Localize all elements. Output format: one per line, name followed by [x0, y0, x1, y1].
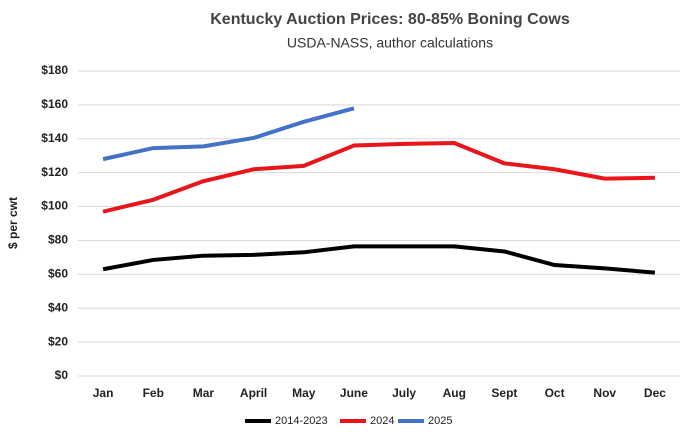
y-tick-label: $60: [48, 267, 68, 281]
legend-label: 2024: [370, 415, 394, 427]
y-tick-label: $80: [48, 233, 68, 247]
y-tick-label: $120: [41, 165, 68, 179]
x-tick-label: June: [340, 386, 368, 400]
legend-label: 2014-2023: [275, 415, 328, 427]
y-axis-label: $ per cwt: [6, 197, 20, 249]
y-tick-label: $40: [48, 300, 68, 314]
x-tick-label: Jan: [93, 386, 114, 400]
series-line: [102, 244, 656, 275]
x-tick-label: July: [392, 386, 416, 400]
chart-title: Kentucky Auction Prices: 80-85% Boning C…: [210, 11, 570, 28]
y-tick-label: $180: [41, 63, 68, 77]
y-tick-label: $0: [55, 368, 69, 382]
x-tick-label: April: [240, 386, 267, 400]
y-tick-label: $160: [41, 97, 68, 111]
x-tick-label: Dec: [644, 386, 666, 400]
x-tick-label: Aug: [443, 386, 466, 400]
chart-subtitle: USDA-NASS, author calculations: [287, 35, 493, 51]
x-tick-label: Feb: [143, 386, 164, 400]
x-tick-label: Sept: [491, 386, 517, 400]
y-tick-label: $20: [48, 334, 68, 348]
legend-label: 2025: [428, 415, 452, 427]
series-line: [102, 141, 655, 214]
x-tick-label: Nov: [593, 386, 616, 400]
y-tick-label: $100: [41, 199, 68, 213]
x-tick-label: May: [292, 386, 316, 400]
x-tick-label: Oct: [545, 386, 565, 400]
series-line: [102, 106, 355, 162]
y-tick-label: $140: [41, 131, 68, 145]
x-tick-label: Mar: [193, 386, 215, 400]
